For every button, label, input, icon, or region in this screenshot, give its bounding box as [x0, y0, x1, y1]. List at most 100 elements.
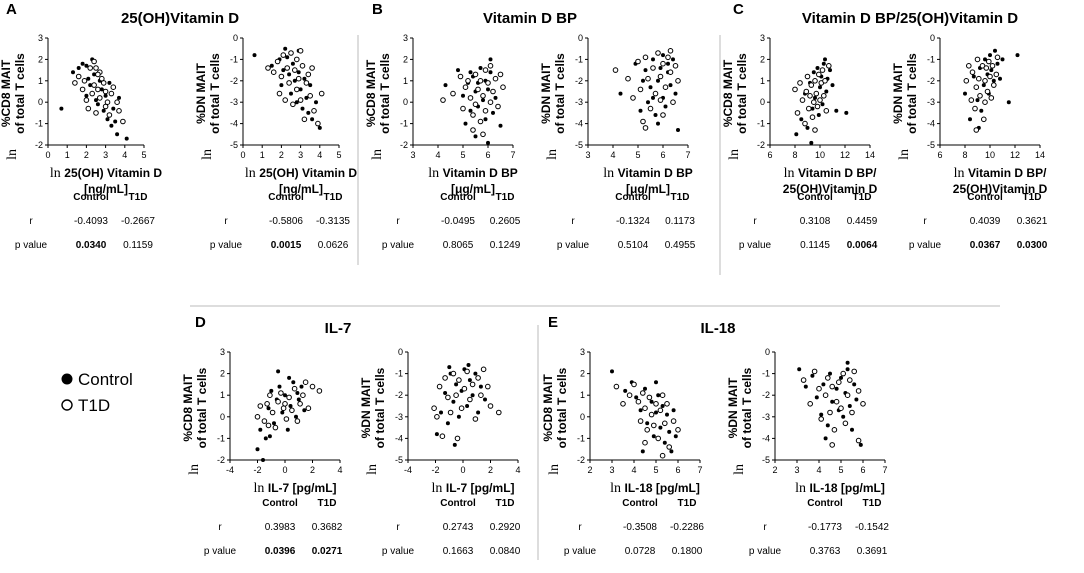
y-tick-label: -4	[927, 119, 935, 129]
stats-p-t1d: 0.1159	[123, 240, 153, 251]
x-label-line1: IL-18 [pg/mL]	[625, 481, 700, 495]
x-tick-label: 4	[610, 150, 615, 160]
y-axis-label: %CD8 MAIT of total T cells ln	[721, 53, 749, 160]
x-tick-label: 14	[1035, 150, 1045, 160]
point-control	[671, 408, 676, 413]
point-t1d	[297, 401, 303, 407]
point-t1d	[799, 97, 806, 103]
scatter-plot: -2 -1 0 1 2 3 2 3 4 5 6 7 %CD8 MAIT of total T cells l…	[541, 347, 704, 557]
point-t1d	[450, 370, 457, 377]
x-label-line2: [ng/mL]	[279, 182, 323, 196]
point-t1d	[675, 427, 681, 433]
x-axis-label: ln Vitamin D BP/	[954, 166, 1048, 181]
point-control	[285, 55, 290, 60]
point-t1d	[659, 452, 666, 459]
point-t1d	[294, 86, 300, 93]
y-tick-label: -1	[577, 433, 585, 443]
point-t1d	[294, 418, 301, 424]
stats-r-control: -0.1324	[616, 216, 650, 227]
y-label-line1: %CD8 MAIT	[364, 59, 378, 127]
stats-r-control: 0.3983	[265, 522, 296, 533]
point-t1d	[472, 101, 479, 108]
point-control	[289, 91, 293, 96]
x-tick-label: -4	[404, 465, 412, 475]
x-tick-label: -2	[431, 465, 439, 475]
stats-r-t1d: 0.3682	[312, 522, 343, 533]
point-control	[473, 371, 478, 376]
point-control	[858, 442, 863, 447]
x-label-line2: [μg/mL]	[626, 182, 670, 196]
y-axis-label: %DN MAIT of total T cells ln	[359, 367, 387, 475]
point-t1d	[973, 127, 980, 133]
point-t1d	[492, 75, 499, 82]
x-tick-label: 2	[310, 465, 315, 475]
point-control	[101, 108, 106, 113]
stats-header-control: Control	[797, 192, 833, 203]
panel-dividers	[190, 35, 1000, 560]
point-t1d	[264, 401, 270, 407]
point-t1d	[480, 93, 486, 99]
stats-p-label: p value	[382, 240, 415, 251]
point-t1d	[666, 444, 673, 450]
point-control	[820, 102, 825, 107]
y-tick-label: 2	[403, 54, 408, 64]
y-tick-label: -5	[762, 455, 770, 465]
point-t1d	[482, 67, 489, 73]
y-axis-label: %DN MAIT of total T cells ln	[726, 367, 754, 475]
point-t1d	[844, 392, 851, 399]
point-control	[653, 113, 658, 117]
x-tick-label: 10	[815, 150, 825, 160]
stats-r-t1d: -0.2286	[670, 522, 704, 533]
point-control	[488, 57, 493, 62]
stats-p-t1d: 0.0064	[847, 240, 878, 251]
x-axis-label: ln Vitamin D BP	[428, 166, 518, 181]
stats-table: Control T1D r 0.3983 0.3682 p value 0.0396 0.02…	[204, 498, 343, 557]
point-control	[439, 410, 443, 415]
point-t1d	[806, 105, 812, 112]
point-t1d	[816, 385, 822, 392]
x-tick-label: 5	[653, 465, 658, 475]
point-control	[852, 382, 857, 387]
panel-letter: B	[372, 1, 383, 18]
point-control	[447, 365, 452, 370]
point-control	[266, 406, 271, 411]
point-control	[300, 106, 305, 111]
point-control	[258, 427, 263, 432]
y-tick-label: -3	[575, 97, 583, 107]
point-t1d	[291, 385, 298, 392]
point-t1d	[813, 90, 820, 97]
stats-p-label: p value	[557, 240, 590, 251]
point-t1d	[838, 405, 844, 412]
x-label-line2: [μg/mL]	[451, 182, 495, 196]
point-t1d	[300, 392, 306, 399]
point-t1d	[650, 65, 656, 71]
y-axis-label: %CD8 MAIT of total T cells ln	[0, 53, 27, 160]
point-t1d	[836, 379, 842, 386]
point-t1d	[662, 84, 669, 90]
point-control	[818, 85, 822, 90]
x-axis-label: ln 25(OH) Vitamin D	[245, 166, 358, 181]
y-tick-label: 1	[38, 76, 43, 86]
point-t1d	[257, 403, 264, 409]
x-tick-label: 4	[631, 465, 636, 475]
stats-p-control: 0.0728	[625, 546, 656, 557]
point-control	[113, 119, 118, 124]
point-t1d	[108, 90, 115, 97]
stats-r-label: r	[753, 216, 757, 227]
y-tick-label: -2	[35, 140, 43, 150]
stats-p-label: p value	[15, 240, 48, 251]
point-t1d	[822, 392, 829, 399]
point-t1d	[987, 73, 993, 80]
point-t1d	[102, 88, 109, 95]
point-t1d	[640, 390, 646, 396]
point-t1d	[487, 99, 494, 105]
point-control	[991, 78, 996, 83]
point-control	[665, 412, 669, 417]
point-t1d	[461, 385, 468, 392]
stats-table: Control T1D r 0.4039 0.3621 p value 0.0367 0.03…	[909, 192, 1048, 251]
point-control	[288, 404, 293, 408]
point-control	[478, 384, 483, 389]
point-control	[673, 91, 678, 96]
point-control	[276, 369, 281, 374]
